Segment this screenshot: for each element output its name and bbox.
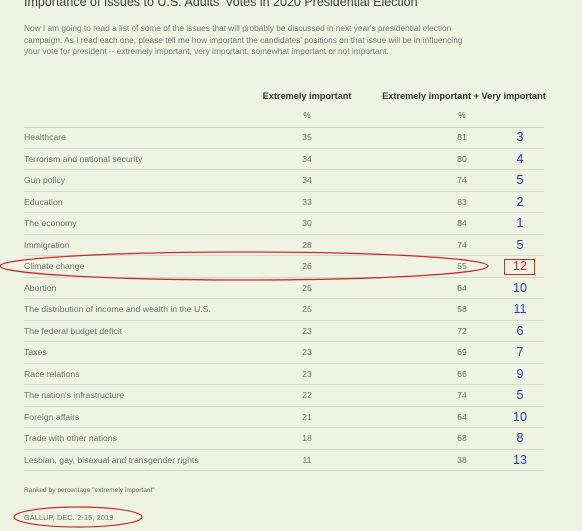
extremely-very-important-value: 74 (457, 239, 467, 250)
column-header-extremely: Extremely important (262, 91, 352, 101)
extremely-important-value: 28 (302, 239, 312, 250)
issue-name: Climate change (24, 261, 85, 271)
issue-name: Trade with other nations (24, 433, 117, 443)
issue-name: Race relations (24, 368, 80, 379)
issue-name: Immigration (24, 239, 70, 250)
unit-label-extremely-very: % (458, 111, 466, 120)
issue-name: The economy (24, 218, 77, 228)
extremely-important-value: 30 (302, 218, 312, 228)
extremely-important-value: 23 (302, 347, 312, 357)
table-row: Foreign affairs 21 64 10 (24, 406, 544, 428)
table-row: Education 33 83 2 (24, 191, 544, 213)
issue-name: Education (24, 196, 63, 207)
extremely-very-important-value: 84 (457, 218, 467, 228)
handwritten-rank: 11 (513, 302, 527, 316)
table-row: The federal budget deficit 23 72 6 (24, 320, 544, 342)
issue-name: The federal budget deficit (24, 325, 123, 336)
table-row: Taxes 23 69 7 (24, 341, 544, 364)
extremely-very-important-value: 55 (457, 261, 467, 271)
table-row: The nation's infrastructure 22 74 5 (24, 384, 544, 407)
issue-name: The nation's infrastructure (24, 390, 125, 400)
handwritten-rank: 13 (513, 452, 527, 467)
extremely-important-value: 25 (302, 304, 312, 314)
issue-name: Terrorism and national security (24, 153, 143, 164)
extremely-very-important-value: 83 (457, 196, 467, 207)
extremely-important-value: 18 (302, 433, 312, 443)
extremely-very-important-value: 80 (457, 153, 467, 164)
issue-name: Healthcare (24, 132, 67, 142)
table-row: Terrorism and national security 34 80 4 (24, 148, 544, 170)
chart-title: Importance of Issues to U.S. Adults' Vot… (24, 0, 418, 9)
handwritten-rank: 10 (513, 409, 527, 424)
table-row: Trade with other nations 18 68 8 (24, 427, 544, 450)
extremely-important-value: 35 (302, 132, 312, 142)
handwritten-rank: 5 (516, 237, 524, 252)
handwritten-rank: 7 (516, 345, 524, 359)
extremely-important-value: 34 (302, 153, 312, 164)
extremely-very-important-value: 38 (457, 454, 467, 465)
issue-name: The distribution of income and wealth in… (24, 304, 211, 314)
handwritten-rank: 2 (516, 194, 524, 209)
extremely-important-value: 34 (302, 175, 312, 185)
handwritten-rank: 9 (516, 366, 524, 381)
table-row: The economy 30 84 1 (24, 212, 544, 235)
issue-name: Lesbian, gay, bisexual and transgender r… (24, 454, 199, 465)
extremely-very-important-value: 74 (457, 390, 467, 400)
source-label: GALLUP, DEC. 2-15, 2019 (24, 513, 114, 522)
highlight-rank-box (504, 259, 535, 275)
table-row: Immigration 28 74 5 (24, 234, 544, 256)
table-row: The distribution of income and wealth in… (24, 298, 544, 321)
handwritten-rank: 1 (516, 216, 524, 230)
handwritten-rank: 12 (513, 259, 527, 273)
handwritten-rank: 5 (516, 173, 524, 187)
handwritten-rank: 3 (516, 130, 524, 144)
issue-name: Abortion (24, 282, 57, 293)
extremely-important-value: 21 (302, 411, 312, 422)
table-row: Race relations 23 66 9 (24, 363, 544, 385)
table-row: Lesbian, gay, bisexual and transgender r… (24, 449, 544, 471)
header-divider (24, 127, 544, 128)
extremely-very-important-value: 74 (457, 175, 467, 185)
extremely-important-value: 26 (302, 261, 312, 271)
extremely-important-value: 11 (302, 454, 312, 465)
table-row: Climate change 26 55 12 (24, 255, 544, 278)
handwritten-rank: 4 (516, 151, 524, 166)
extremely-very-important-value: 66 (457, 368, 467, 379)
handwritten-rank: 5 (516, 388, 524, 402)
extremely-important-value: 25 (302, 282, 312, 293)
extremely-very-important-value: 69 (457, 347, 467, 357)
handwritten-rank: 6 (516, 323, 524, 338)
extremely-very-important-value: 68 (457, 433, 467, 443)
table-row: Healthcare 35 81 3 (24, 126, 544, 149)
survey-question: Now I am going to read a list of some of… (24, 23, 463, 56)
extremely-important-value: 23 (302, 325, 312, 336)
extremely-very-important-value: 72 (457, 325, 467, 336)
issue-name: Gun policy (24, 175, 66, 185)
ranking-footnote: Ranked by percentage "extremely importan… (24, 487, 155, 494)
extremely-very-important-value: 81 (457, 132, 467, 142)
table-row: Gun policy 34 74 5 (24, 169, 544, 192)
unit-label-extremely: % (303, 111, 311, 120)
handwritten-rank: 8 (516, 431, 524, 445)
extremely-very-important-value: 64 (457, 282, 467, 293)
extremely-important-value: 33 (302, 196, 312, 207)
column-header-extremely-very: Extremely important + Very important (382, 91, 546, 101)
issue-name: Foreign affairs (24, 411, 80, 422)
extremely-very-important-value: 58 (457, 304, 467, 314)
issue-name: Taxes (24, 347, 47, 357)
extremely-very-important-value: 64 (457, 411, 467, 422)
handwritten-rank: 10 (513, 280, 527, 295)
table-row: Abortion 25 64 10 (24, 277, 544, 299)
extremely-important-value: 22 (302, 390, 312, 400)
extremely-important-value: 23 (302, 368, 312, 379)
